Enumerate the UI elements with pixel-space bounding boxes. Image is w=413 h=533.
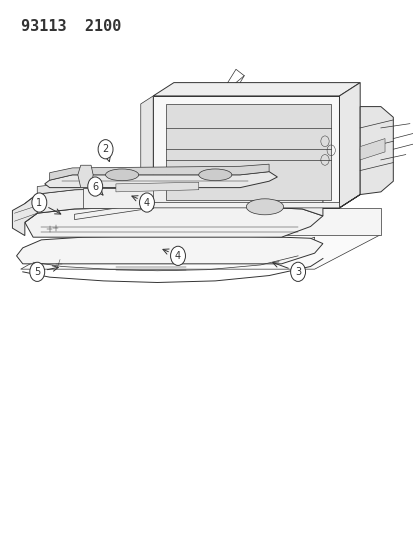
Circle shape (30, 262, 45, 281)
Polygon shape (25, 188, 322, 222)
Polygon shape (25, 207, 322, 237)
Polygon shape (37, 180, 322, 198)
Text: 6: 6 (92, 182, 98, 191)
Ellipse shape (105, 169, 138, 181)
Circle shape (139, 193, 154, 212)
Polygon shape (33, 237, 314, 255)
Ellipse shape (246, 199, 283, 215)
Text: 3: 3 (294, 267, 300, 277)
Polygon shape (153, 83, 359, 96)
Polygon shape (339, 107, 392, 208)
Polygon shape (140, 96, 153, 216)
Ellipse shape (198, 169, 231, 181)
Text: 93113  2100: 93113 2100 (21, 19, 121, 34)
Text: 2: 2 (102, 144, 109, 154)
Polygon shape (153, 96, 339, 208)
Polygon shape (12, 194, 37, 236)
Polygon shape (50, 164, 268, 180)
Polygon shape (83, 208, 380, 235)
Circle shape (98, 140, 113, 159)
Text: 1: 1 (36, 198, 42, 207)
Polygon shape (45, 172, 277, 188)
Polygon shape (359, 139, 384, 160)
Text: 4: 4 (144, 198, 150, 207)
Polygon shape (74, 203, 339, 220)
Polygon shape (339, 83, 359, 208)
Circle shape (170, 246, 185, 265)
Polygon shape (165, 104, 330, 200)
Circle shape (88, 177, 102, 196)
Text: 5: 5 (34, 267, 40, 277)
Polygon shape (21, 235, 380, 269)
Polygon shape (116, 182, 198, 192)
Circle shape (290, 262, 305, 281)
Circle shape (32, 193, 47, 212)
Polygon shape (83, 188, 153, 208)
Polygon shape (78, 165, 93, 188)
Text: 4: 4 (175, 251, 180, 261)
Polygon shape (17, 236, 322, 264)
